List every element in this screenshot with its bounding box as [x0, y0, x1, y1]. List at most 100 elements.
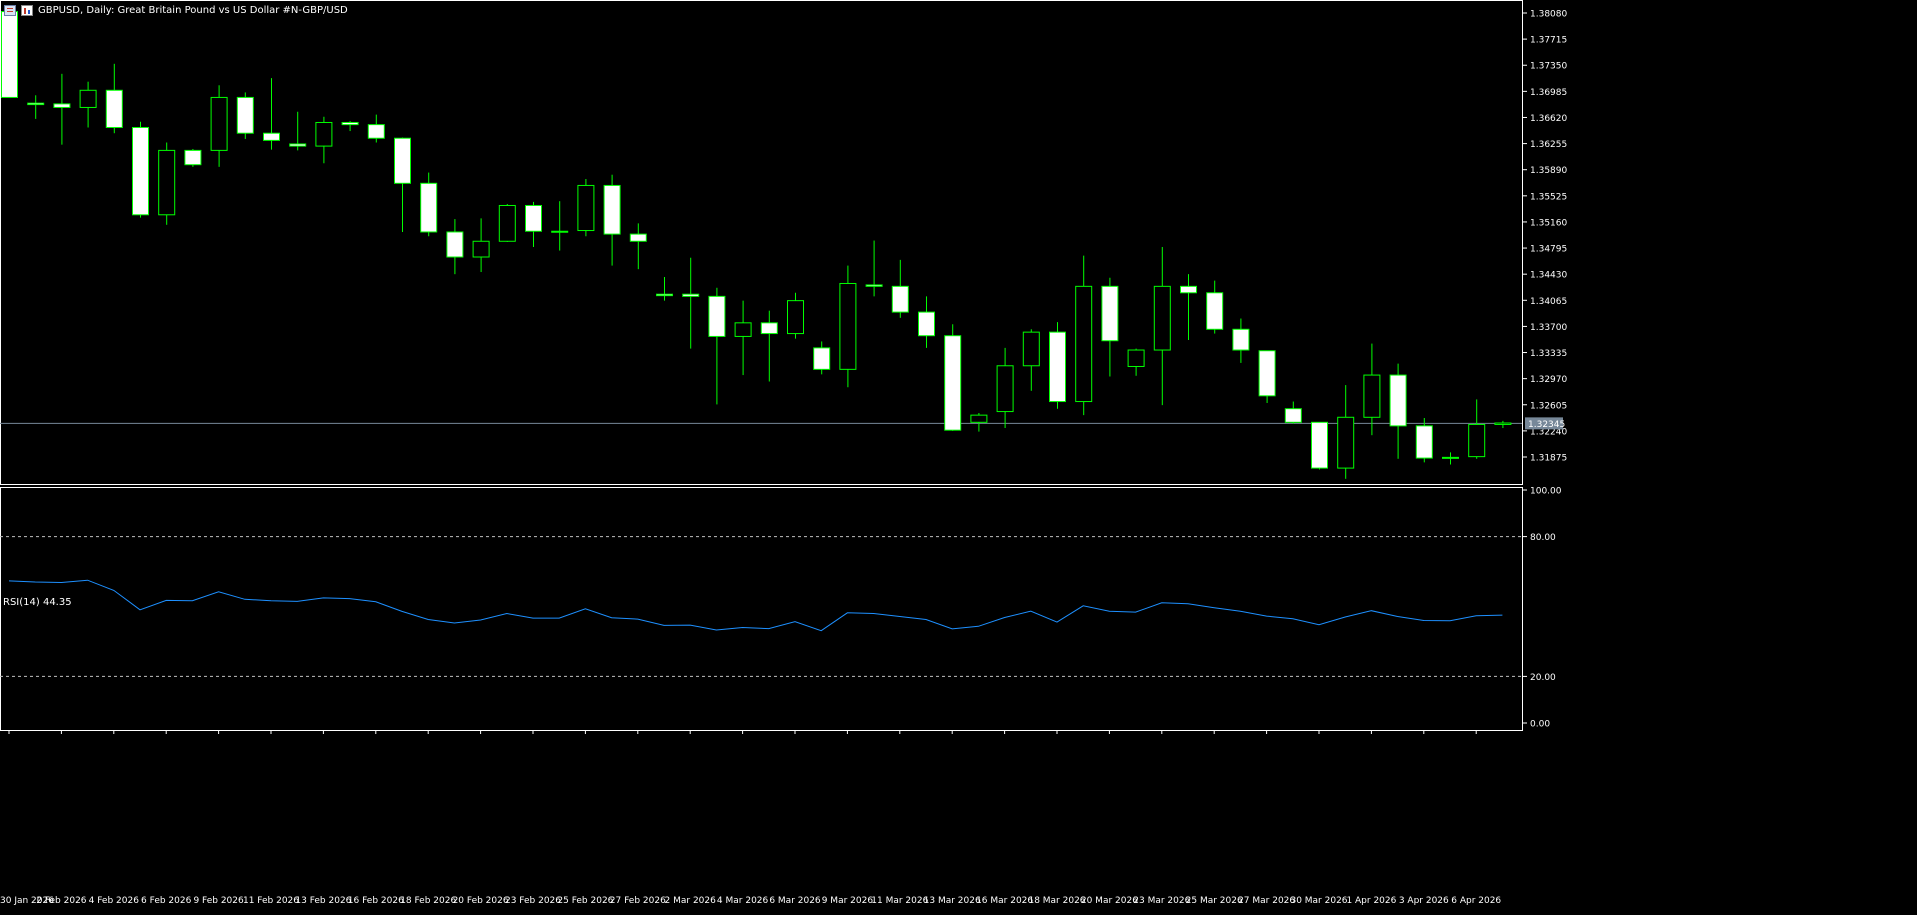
candle[interactable] — [891, 259, 909, 318]
time-tick-label: 9 Mar 2026 — [822, 896, 874, 906]
candle[interactable] — [263, 78, 280, 150]
candle[interactable] — [315, 116, 333, 164]
chart-menu-icon[interactable] — [4, 4, 16, 16]
candle[interactable] — [210, 85, 228, 167]
candle-body-bull — [996, 365, 1014, 413]
candle[interactable] — [1232, 318, 1250, 363]
candle[interactable] — [1206, 280, 1224, 334]
time-tick-label: 30 Jan 2026 — [0, 896, 54, 906]
candle-body-bull — [315, 121, 333, 147]
price-tick-label: 1.33700 — [1530, 323, 1567, 333]
candle-body-bear — [105, 89, 123, 128]
candle[interactable] — [577, 179, 595, 237]
candle[interactable] — [158, 142, 176, 225]
candle[interactable] — [708, 287, 726, 405]
candle[interactable] — [551, 201, 569, 251]
price-tick-label: 1.37715 — [1530, 36, 1567, 46]
candle[interactable] — [970, 412, 988, 432]
candle[interactable] — [944, 324, 962, 431]
candle[interactable] — [420, 172, 438, 237]
price-tick-label: 1.32605 — [1530, 401, 1567, 411]
time-tick-label: 16 Feb 2026 — [348, 896, 404, 906]
price-tick-label: 1.31875 — [1530, 454, 1567, 464]
candle-body-bear — [263, 132, 280, 141]
time-tick-label: 2 Mar 2026 — [665, 896, 717, 906]
candle[interactable] — [787, 292, 804, 339]
candle[interactable] — [184, 148, 202, 167]
candle[interactable] — [1180, 274, 1197, 341]
candle[interactable] — [498, 204, 516, 242]
candle-body-bear — [53, 103, 71, 108]
candle[interactable] — [865, 240, 883, 297]
time-tick-label: 3 Apr 2026 — [1399, 896, 1449, 906]
candle-body-bear — [708, 295, 726, 337]
candle[interactable] — [1, 7, 18, 98]
candle-body-bull — [1127, 349, 1145, 367]
candle[interactable] — [656, 277, 673, 301]
candle[interactable] — [1075, 255, 1093, 416]
candle[interactable] — [682, 257, 700, 349]
candle[interactable] — [1311, 421, 1328, 470]
candle-body-bear — [891, 285, 909, 313]
candle[interactable] — [446, 219, 464, 275]
candle-body-bear — [1415, 425, 1433, 459]
candle[interactable] — [1049, 322, 1066, 409]
candle[interactable] — [1284, 401, 1302, 424]
candle[interactable] — [760, 310, 778, 382]
candle[interactable] — [1153, 246, 1171, 406]
candle-body-bear — [865, 284, 883, 287]
time-tick-label: 16 Mar 2026 — [976, 896, 1033, 906]
candle[interactable] — [132, 121, 149, 218]
candle[interactable] — [1415, 418, 1433, 463]
candle-body-bear — [1101, 285, 1119, 342]
time-tick-label: 9 Feb 2026 — [193, 896, 244, 906]
candle[interactable] — [629, 223, 647, 270]
time-tick-label: 2 Feb 2026 — [36, 896, 87, 906]
price-tick-label: 1.34430 — [1530, 271, 1567, 281]
candle[interactable] — [341, 121, 359, 132]
candle[interactable] — [236, 92, 254, 139]
candle[interactable] — [996, 347, 1014, 429]
candle-body-bull — [210, 96, 228, 151]
candle[interactable] — [394, 137, 411, 232]
candle[interactable] — [472, 218, 490, 273]
candle-body-bear — [944, 335, 962, 431]
candle[interactable] — [289, 111, 307, 151]
chart-type-icon[interactable] — [21, 4, 33, 16]
candle[interactable] — [1494, 420, 1512, 429]
candle[interactable] — [1022, 329, 1040, 391]
candle[interactable] — [525, 201, 542, 247]
candle[interactable] — [813, 341, 831, 375]
candle[interactable] — [918, 296, 935, 348]
candle[interactable] — [603, 174, 621, 266]
candle[interactable] — [1442, 452, 1459, 465]
candle-body-bull — [1442, 456, 1459, 459]
candle[interactable] — [1337, 385, 1355, 479]
candle-body-bull — [1153, 285, 1171, 351]
candle[interactable] — [1127, 348, 1145, 376]
candle[interactable] — [53, 73, 71, 145]
candle[interactable] — [27, 95, 45, 119]
rsi-label: RSI(14) 44.35 — [3, 597, 72, 608]
candle[interactable] — [105, 63, 123, 134]
candle[interactable] — [367, 114, 385, 143]
candle[interactable] — [79, 81, 97, 128]
candle-body-bear — [394, 137, 411, 184]
candle-body-bear — [289, 143, 307, 147]
candle[interactable] — [1468, 399, 1486, 459]
candle[interactable] — [1101, 277, 1119, 377]
candle[interactable] — [1389, 363, 1407, 459]
candle[interactable] — [1363, 343, 1381, 436]
candle-body-bear — [1232, 328, 1250, 351]
candle[interactable] — [1258, 350, 1276, 403]
symbol-description: GBPUSD, Daily: Great Britain Pound vs US… — [38, 4, 348, 16]
candle[interactable] — [734, 300, 752, 376]
price-tick-label: 1.35890 — [1530, 166, 1567, 176]
time-tick-label: 11 Feb 2026 — [243, 896, 299, 906]
time-tick-label: 27 Feb 2026 — [610, 896, 666, 906]
candle[interactable] — [839, 265, 857, 388]
time-tick-label: 27 Mar 2026 — [1238, 896, 1295, 906]
price-tick-label: 1.36620 — [1530, 114, 1567, 124]
